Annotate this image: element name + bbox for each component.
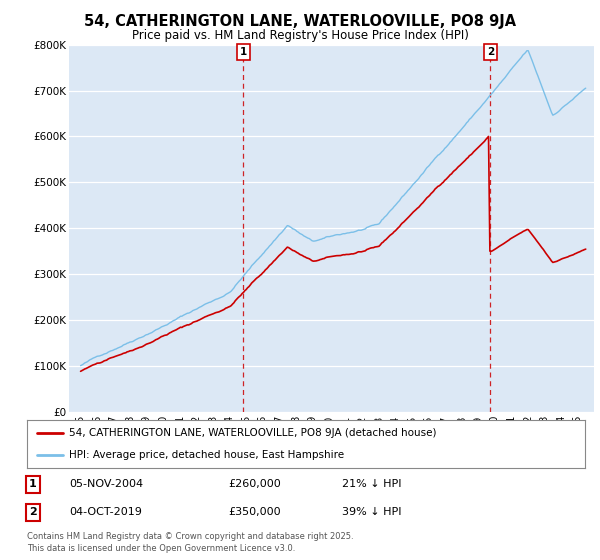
Text: 54, CATHERINGTON LANE, WATERLOOVILLE, PO8 9JA (detached house): 54, CATHERINGTON LANE, WATERLOOVILLE, PO… <box>69 428 436 438</box>
Text: 21% ↓ HPI: 21% ↓ HPI <box>342 479 401 489</box>
Text: 1: 1 <box>240 47 247 57</box>
Text: 05-NOV-2004: 05-NOV-2004 <box>69 479 143 489</box>
Text: Price paid vs. HM Land Registry's House Price Index (HPI): Price paid vs. HM Land Registry's House … <box>131 29 469 42</box>
Text: 39% ↓ HPI: 39% ↓ HPI <box>342 507 401 517</box>
Text: £350,000: £350,000 <box>228 507 281 517</box>
Text: 1: 1 <box>29 479 37 489</box>
Text: £260,000: £260,000 <box>228 479 281 489</box>
Text: Contains HM Land Registry data © Crown copyright and database right 2025.
This d: Contains HM Land Registry data © Crown c… <box>27 533 353 553</box>
Text: 2: 2 <box>487 47 494 57</box>
Text: 2: 2 <box>29 507 37 517</box>
Text: 04-OCT-2019: 04-OCT-2019 <box>69 507 142 517</box>
Text: HPI: Average price, detached house, East Hampshire: HPI: Average price, detached house, East… <box>69 450 344 460</box>
Text: 54, CATHERINGTON LANE, WATERLOOVILLE, PO8 9JA: 54, CATHERINGTON LANE, WATERLOOVILLE, PO… <box>84 14 516 29</box>
